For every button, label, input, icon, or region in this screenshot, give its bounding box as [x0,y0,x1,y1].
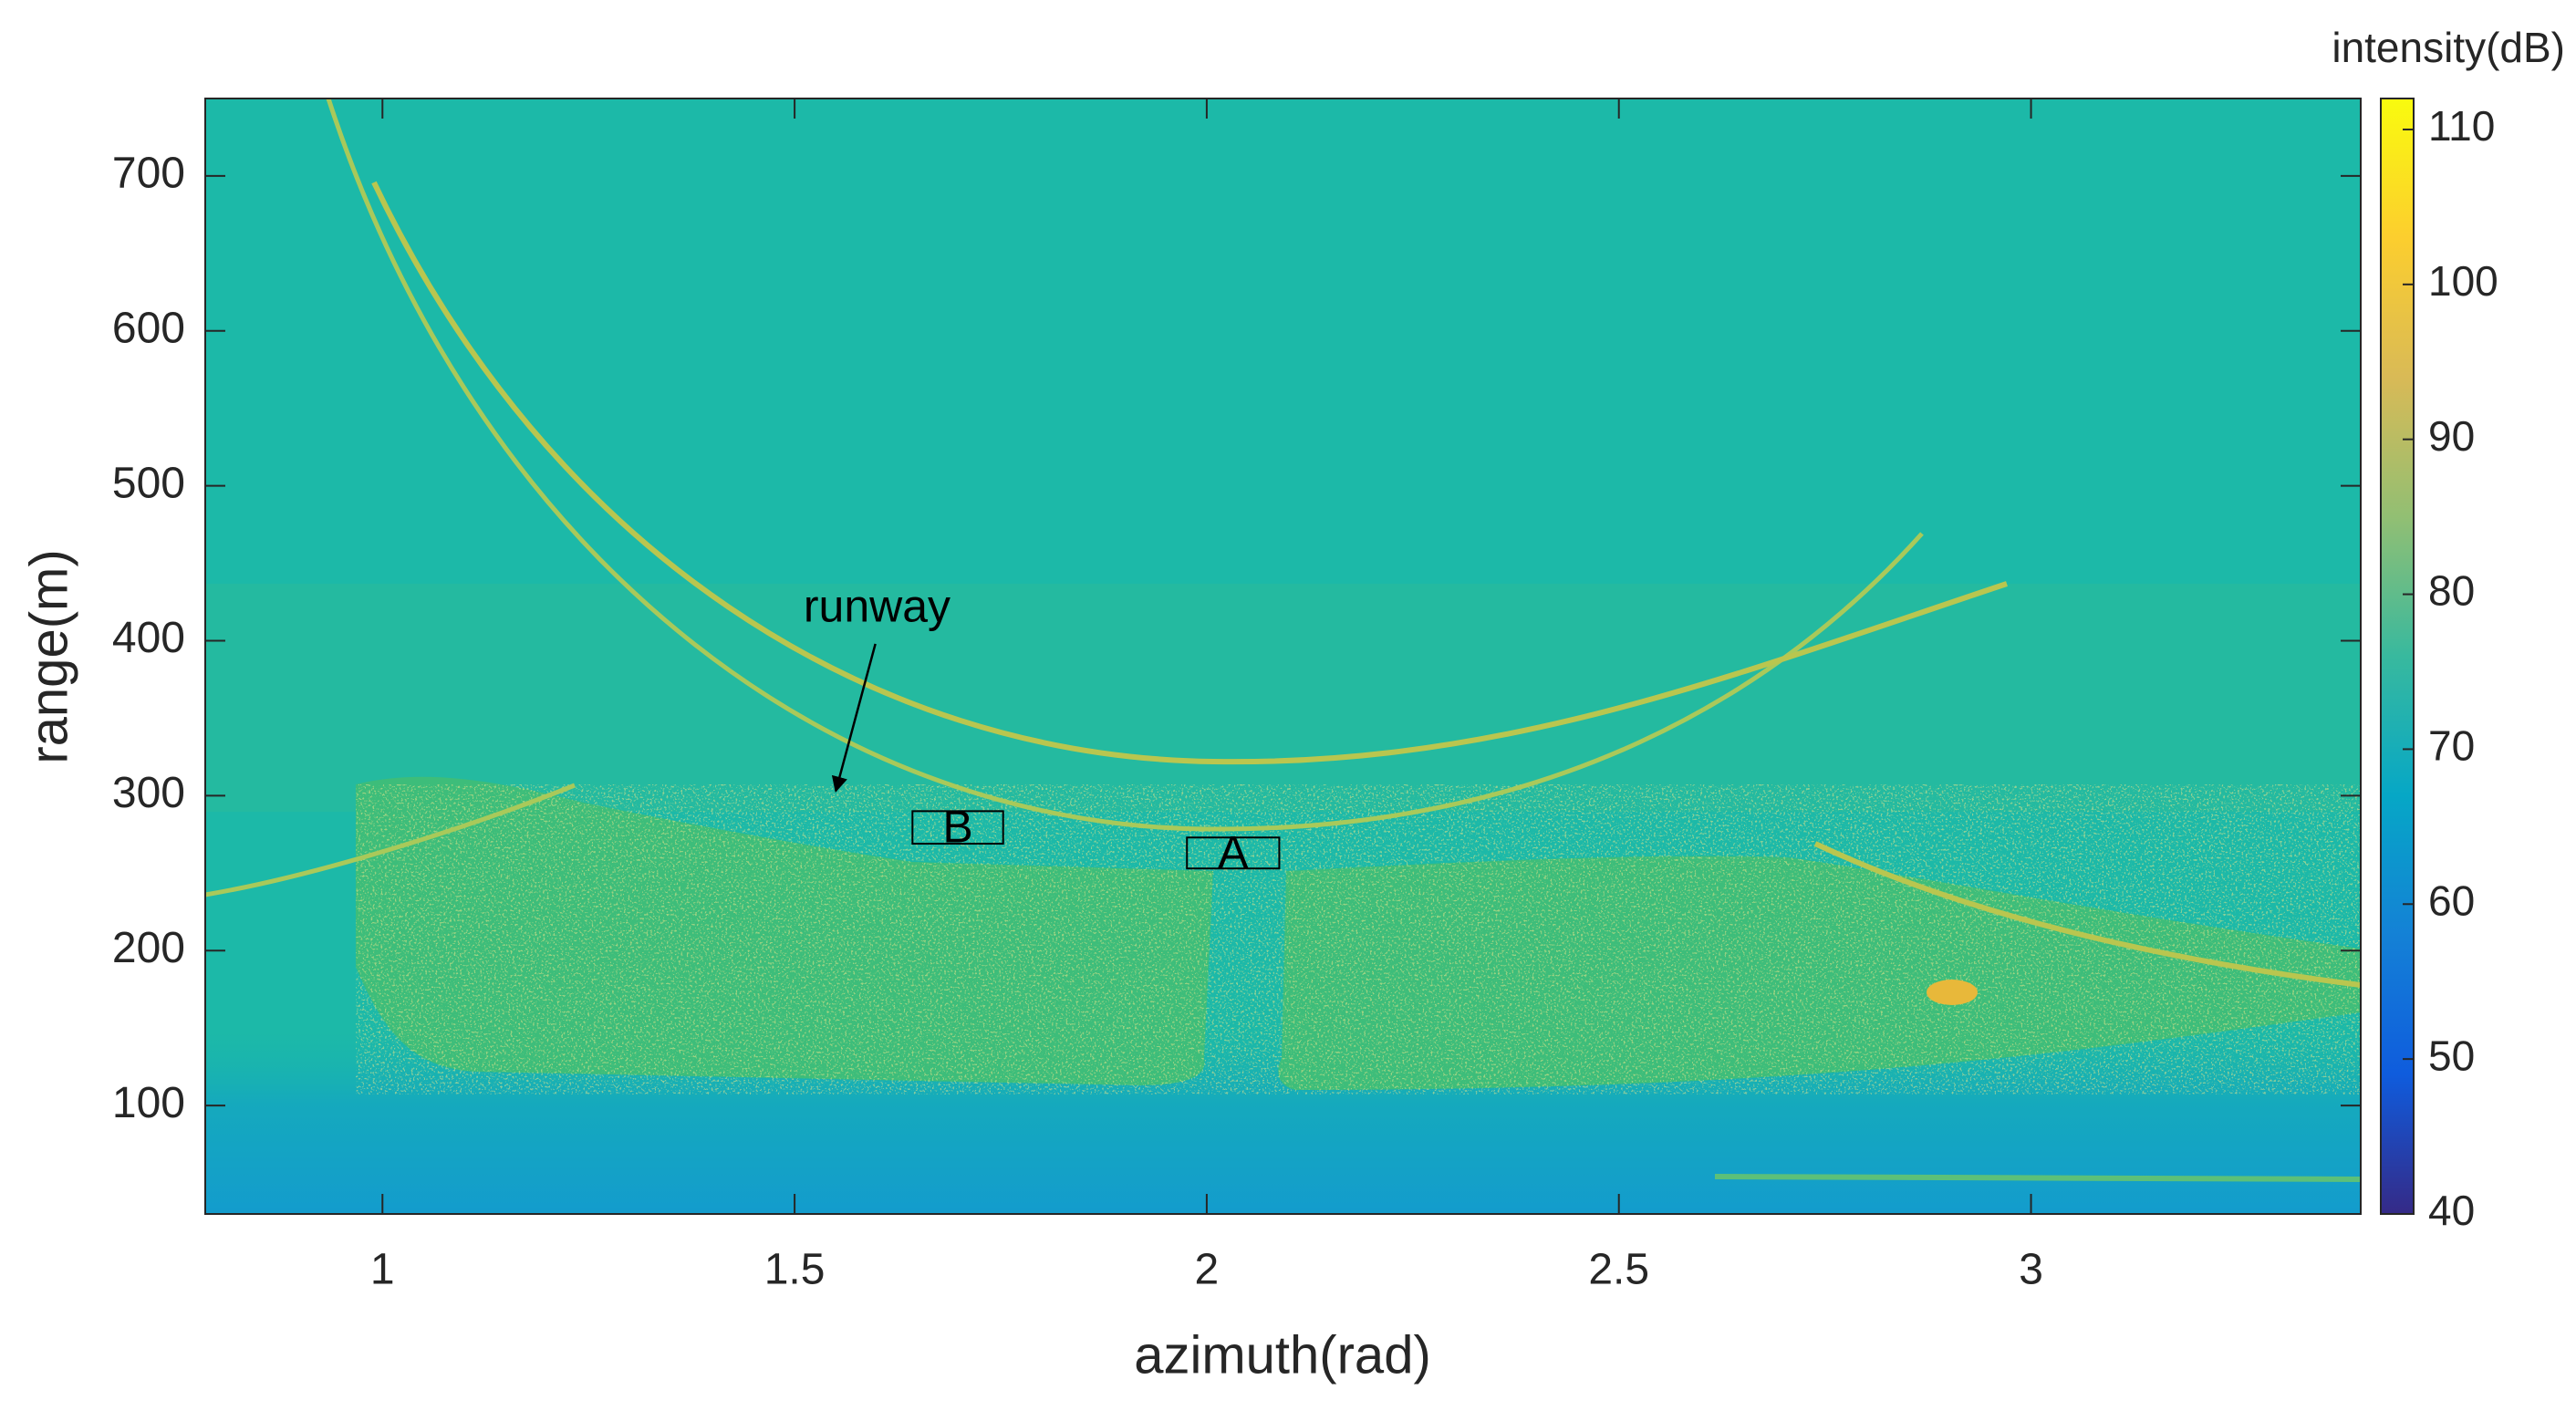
x-tick-label: 1 [370,1246,395,1294]
x-tick-label: 2 [1195,1246,1220,1294]
annotation-box [1186,836,1281,870]
x-tick-label: 3 [2019,1246,2043,1294]
bottom-streak [1714,1174,2361,1182]
colorbar-tick-label: 90 [2428,412,2475,460]
x-tick-label: 1.5 [764,1246,826,1294]
colorbar-label: intensity(dB) [2332,24,2565,71]
arc-left [205,783,576,897]
colorbar [2380,98,2415,1215]
annotation-label: B [942,801,972,852]
colorbar-tick-label: 60 [2428,876,2475,924]
heatmap-field [205,99,2361,1214]
colorbar-tick-label: 80 [2428,567,2475,615]
y-tick-label: 300 [112,769,185,817]
plot-frame [204,98,2362,1215]
y-tick-label: 200 [112,924,185,972]
y-tick-label: 500 [112,459,185,507]
field-band [205,584,2361,812]
x-tick-label: 2.5 [1588,1246,1649,1294]
annotation-label: runway [804,581,950,632]
colorbar-tick-label: 40 [2428,1187,2475,1234]
annotation-label: A [1218,826,1249,877]
colorbar-tick-label: 110 [2428,102,2495,150]
y-tick-label: 100 [112,1079,185,1127]
colorbar-tick-label: 50 [2428,1032,2475,1079]
speckle [356,784,2361,1094]
y-axis-label: range(m) [19,549,78,763]
y-tick-label: 700 [112,150,185,198]
x-axis-label: azimuth(rad) [1134,1325,1431,1385]
y-tick-label: 400 [112,614,185,662]
annotation-box [911,810,1004,845]
arc-outer [326,99,1924,832]
hotspot [1927,980,1978,1005]
arc-right [1813,841,2361,988]
colorbar-tick-label: 70 [2428,722,2475,770]
colorbar-tick-label: 100 [2428,257,2498,305]
annotation-arrow [831,643,877,793]
arc-inner [371,181,2008,765]
y-tick-label: 600 [112,304,185,352]
